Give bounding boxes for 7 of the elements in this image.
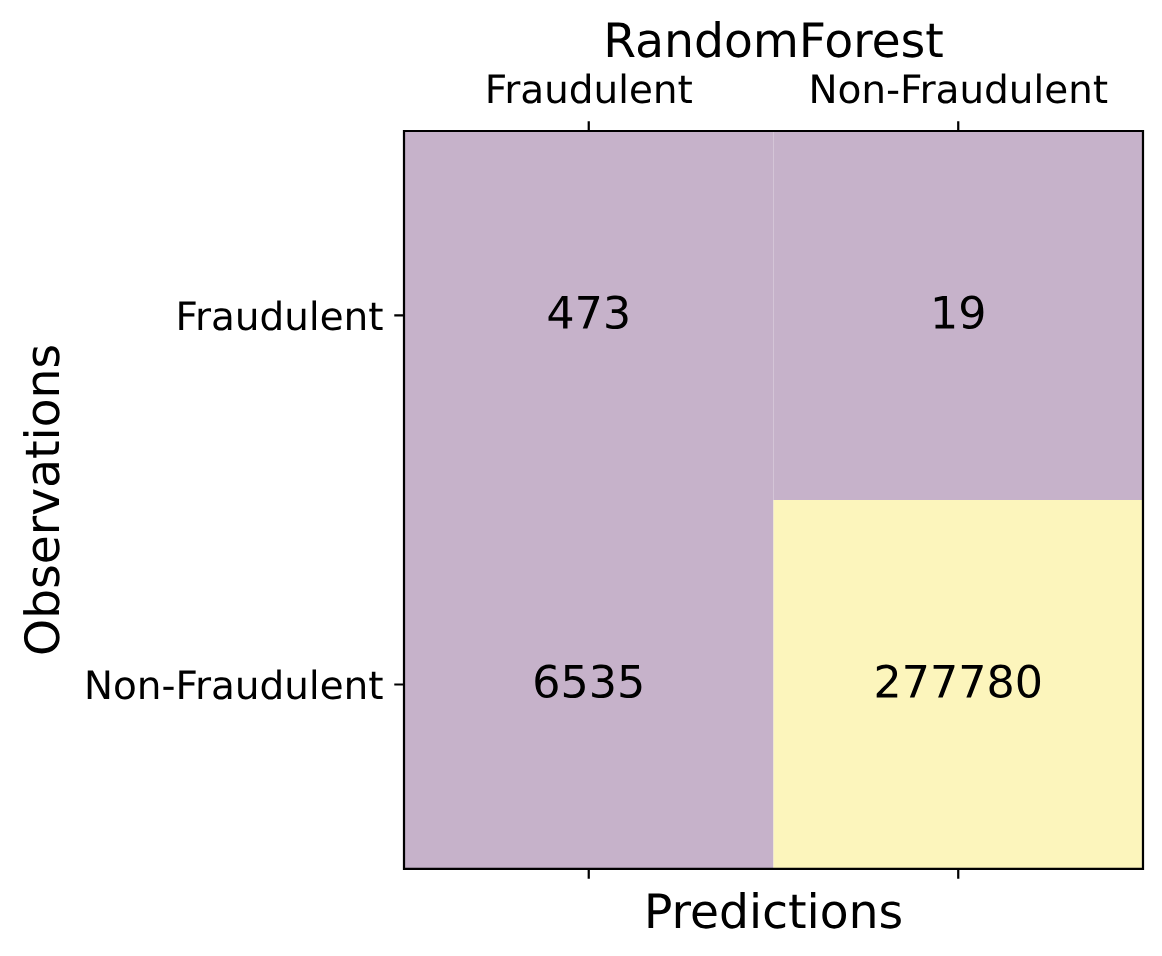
chart-title: RandomForest: [607, 21, 943, 58]
data-label: 473: [548, 295, 628, 330]
data-label: 277780: [876, 664, 1041, 699]
data-label: 6535: [535, 664, 642, 699]
data-label: 19: [934, 295, 984, 330]
x-axis-title: Predictions: [648, 892, 901, 929]
y-axis-title: Observations: [23, 346, 60, 654]
